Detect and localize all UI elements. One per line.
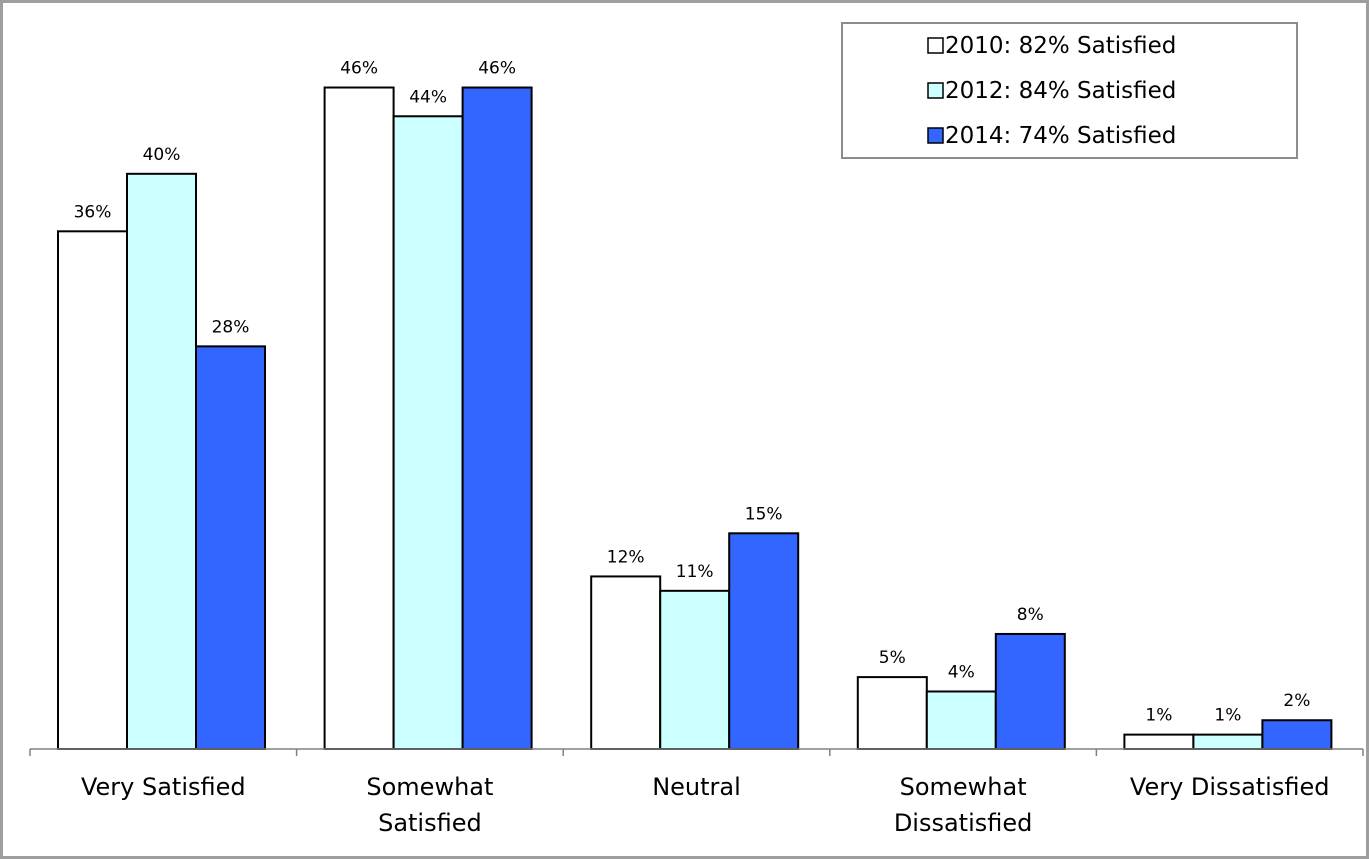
bar-value-label: 46% bbox=[340, 59, 378, 79]
bar-value-label: 40% bbox=[143, 145, 181, 165]
legend-swatch bbox=[927, 37, 944, 54]
bar-value-label: 2% bbox=[1283, 691, 1310, 711]
bar bbox=[659, 589, 731, 750]
bar-value-label: 11% bbox=[676, 562, 714, 582]
legend-label: 2010: 82% Satisfied bbox=[945, 33, 1176, 59]
bar-value-label: 1% bbox=[1214, 706, 1241, 726]
bar bbox=[994, 632, 1066, 751]
bar bbox=[323, 86, 395, 750]
bar-value-label: 5% bbox=[879, 648, 906, 668]
bar-value-label: 46% bbox=[478, 59, 516, 79]
bar-value-label: 8% bbox=[1017, 605, 1044, 625]
bar-value-label: 36% bbox=[74, 202, 112, 222]
legend-box bbox=[841, 22, 1298, 159]
bar bbox=[195, 345, 266, 750]
bar bbox=[461, 86, 533, 750]
bars-group: 36% 46% 12% 5% 1% 40% 44% 11% 4% 1% 28% 46% 15% 8% 2% bbox=[57, 59, 1333, 751]
bar-value-label: 4% bbox=[948, 662, 975, 682]
bar-value-label: 44% bbox=[409, 87, 447, 107]
bar bbox=[856, 676, 928, 750]
bar bbox=[392, 115, 464, 750]
legend-label: 2014: 74% Satisfied bbox=[945, 123, 1176, 149]
bar-value-label: 15% bbox=[745, 504, 783, 524]
bar bbox=[126, 172, 197, 751]
category-label: Neutral bbox=[652, 773, 741, 801]
bar bbox=[728, 532, 800, 750]
legend-swatch bbox=[927, 127, 944, 144]
bar bbox=[590, 575, 662, 750]
category-label: Very Dissatisfied bbox=[1130, 773, 1330, 801]
bar bbox=[57, 230, 128, 750]
legend: 2010: 82% Satisfied 2012: 84% Satisfied 20… bbox=[841, 22, 1298, 159]
bar-value-label: 12% bbox=[607, 547, 645, 567]
category-label: Very Satisfied bbox=[81, 773, 246, 801]
bar-value-label: 1% bbox=[1145, 706, 1172, 726]
legend-label: 2012: 84% Satisfied bbox=[945, 78, 1176, 104]
bar bbox=[1261, 719, 1333, 750]
category-label: Somewhat Dissatisfied bbox=[894, 773, 1033, 837]
category-label: Somewhat Satisfied bbox=[366, 773, 493, 837]
legend-swatch bbox=[927, 82, 944, 99]
bar bbox=[1123, 733, 1195, 750]
bar bbox=[925, 690, 997, 750]
x-axis: Very Satisfied Somewhat Satisfied Neutral So… bbox=[29, 748, 1364, 837]
bar-value-label: 28% bbox=[212, 317, 250, 337]
bar bbox=[1192, 733, 1264, 750]
